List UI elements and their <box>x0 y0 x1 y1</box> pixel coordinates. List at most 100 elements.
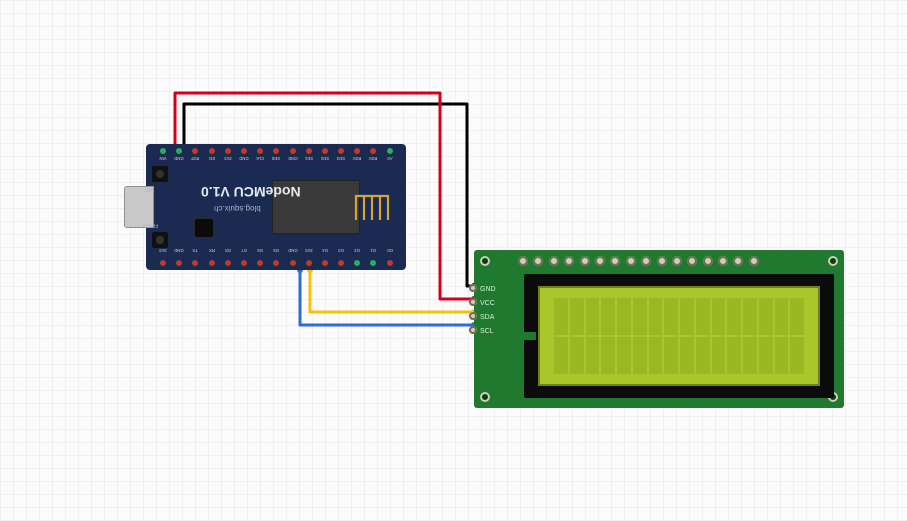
i2c-pin-sda <box>469 312 477 320</box>
pin-label: 3V3 <box>221 156 235 161</box>
lcd-char-cell <box>727 337 741 374</box>
pin-tx <box>192 260 198 266</box>
chip-icon <box>194 218 214 238</box>
lcd-char-cell <box>586 298 600 335</box>
lcd-char-cell <box>790 298 804 335</box>
pin-label: CMD <box>286 156 300 161</box>
lcd-char-cell <box>554 337 568 374</box>
i2c-pin-header <box>469 284 477 334</box>
pin-label: EN <box>205 156 219 161</box>
pin-d6 <box>257 260 263 266</box>
lcd-char-cell <box>680 298 694 335</box>
mount-hole <box>480 392 490 402</box>
lcd-header-pin <box>549 256 559 266</box>
sda-wire <box>310 270 474 312</box>
lcd-char-cell <box>696 337 710 374</box>
pin-d2 <box>354 260 360 266</box>
pin-label: D4 <box>318 248 332 253</box>
lcd-char-cell <box>790 337 804 374</box>
pin-gnd <box>176 260 182 266</box>
lcd-header-pins <box>518 256 759 266</box>
pin-label: TX <box>188 248 202 253</box>
lcd-char-cell <box>554 298 568 335</box>
pin-d4 <box>322 260 328 266</box>
lcd-glass <box>538 286 820 386</box>
pin-label: D7 <box>237 248 251 253</box>
lcd-char-grid <box>554 298 804 374</box>
pin-label: SD2 <box>318 156 332 161</box>
pin-d0 <box>387 260 393 266</box>
lcd-header-pin <box>564 256 574 266</box>
pin-label: D5 <box>269 248 283 253</box>
lcd-header-pin <box>533 256 543 266</box>
pin-clk <box>257 148 263 154</box>
mount-hole <box>828 256 838 266</box>
pin-gnd <box>241 148 247 154</box>
pin-sd2 <box>322 148 328 154</box>
lcd-char-cell <box>586 337 600 374</box>
lcd-header-pin <box>626 256 636 266</box>
nodemcu-board: RST FLASH NodeMCU V1.0 blog.squix.ch VIN… <box>146 144 406 270</box>
board-subtitle: blog.squix.ch <box>214 204 261 213</box>
pin-rx <box>209 260 215 266</box>
pin-label: 3V3 <box>302 248 316 253</box>
lcd-header-pin <box>518 256 528 266</box>
lcd-char-cell <box>633 298 647 335</box>
pin-label: SD1 <box>302 156 316 161</box>
pin-d3 <box>338 260 344 266</box>
pin-label: D2 <box>350 248 364 253</box>
lcd-char-cell <box>759 298 773 335</box>
lcd-char-cell <box>617 298 631 335</box>
lcd-char-cell <box>743 298 757 335</box>
pin-label: A0 <box>383 156 397 161</box>
reset-button-label: RST <box>144 186 154 192</box>
pin-d5 <box>273 260 279 266</box>
lcd-char-cell <box>570 298 584 335</box>
pin-label: D6 <box>253 248 267 253</box>
lcd-header-pin <box>733 256 743 266</box>
pin-3v3 <box>160 260 166 266</box>
pin-vin <box>160 148 166 154</box>
pin-en <box>209 148 215 154</box>
pin-header-top: VINGNDRSTEN3V3GNDCLKSD0CMDSD1SD2SD3RSVRS… <box>160 148 399 154</box>
pin-label: GND <box>237 156 251 161</box>
lcd-bezel <box>524 274 834 398</box>
lcd-char-cell <box>775 337 789 374</box>
lcd-char-cell <box>664 337 678 374</box>
lcd-char-cell <box>601 337 615 374</box>
pin-a0 <box>387 148 393 154</box>
lcd-char-cell <box>633 337 647 374</box>
lcd-char-cell <box>570 337 584 374</box>
pin-label: CLK <box>253 156 267 161</box>
mount-hole <box>480 256 490 266</box>
pin-rst <box>192 148 198 154</box>
i2c-pin-scl <box>469 326 477 334</box>
reset-button[interactable] <box>152 166 168 182</box>
i2c-label: VCC <box>480 300 496 307</box>
lcd-header-pin <box>610 256 620 266</box>
board-title: NodeMCU V1.0 <box>201 184 301 200</box>
pin-3v3 <box>306 260 312 266</box>
lcd-header-pin <box>657 256 667 266</box>
i2c-label: SDA <box>480 314 496 321</box>
pin-gnd <box>290 260 296 266</box>
lcd-char-cell <box>617 337 631 374</box>
pin-label: RST <box>188 156 202 161</box>
i2c-pin-gnd <box>469 284 477 292</box>
lcd-char-cell <box>696 298 710 335</box>
pin-header-bottom: 3V3GNDTXRXD8D7D6D5GND3V3D4D3D2D1D0 <box>160 260 399 266</box>
pin-label: VIN <box>156 156 170 161</box>
pin-label: SD0 <box>269 156 283 161</box>
pin-sd0 <box>273 148 279 154</box>
lcd-char-cell <box>712 298 726 335</box>
pin-label: D3 <box>334 248 348 253</box>
pin-label: RX <box>205 248 219 253</box>
pin-gnd <box>176 148 182 154</box>
pin-rsv <box>354 148 360 154</box>
flash-button[interactable] <box>152 232 168 248</box>
pin-label: D8 <box>221 248 235 253</box>
pin-label: GND <box>172 248 186 253</box>
pin-label: RSV <box>350 156 364 161</box>
lcd-char-cell <box>775 298 789 335</box>
pin-label: SD3 <box>334 156 348 161</box>
